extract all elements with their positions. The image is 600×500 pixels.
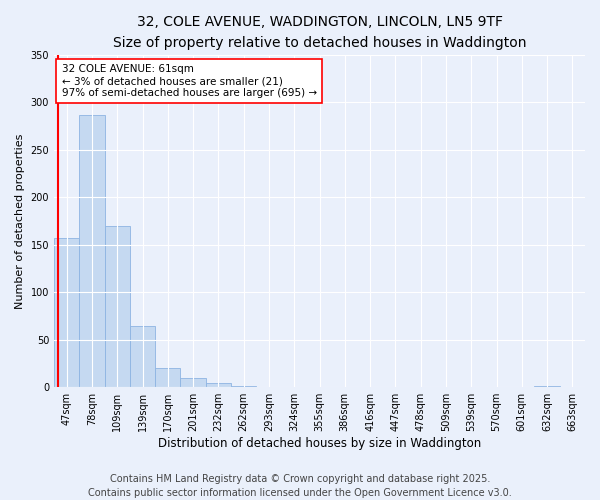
Bar bbox=[79, 114, 104, 387]
Y-axis label: Number of detached properties: Number of detached properties bbox=[15, 134, 25, 309]
Text: Contains HM Land Registry data © Crown copyright and database right 2025.
Contai: Contains HM Land Registry data © Crown c… bbox=[88, 474, 512, 498]
Bar bbox=[535, 386, 560, 387]
Text: 32 COLE AVENUE: 61sqm
← 3% of detached houses are smaller (21)
97% of semi-detac: 32 COLE AVENUE: 61sqm ← 3% of detached h… bbox=[62, 64, 317, 98]
Bar bbox=[155, 368, 181, 387]
Bar bbox=[181, 378, 206, 387]
X-axis label: Distribution of detached houses by size in Waddington: Distribution of detached houses by size … bbox=[158, 437, 481, 450]
Bar bbox=[206, 384, 231, 387]
Bar bbox=[130, 326, 155, 387]
Bar bbox=[54, 238, 79, 387]
Title: 32, COLE AVENUE, WADDINGTON, LINCOLN, LN5 9TF
Size of property relative to detac: 32, COLE AVENUE, WADDINGTON, LINCOLN, LN… bbox=[113, 15, 526, 50]
Bar bbox=[231, 386, 256, 387]
Bar bbox=[104, 226, 130, 387]
